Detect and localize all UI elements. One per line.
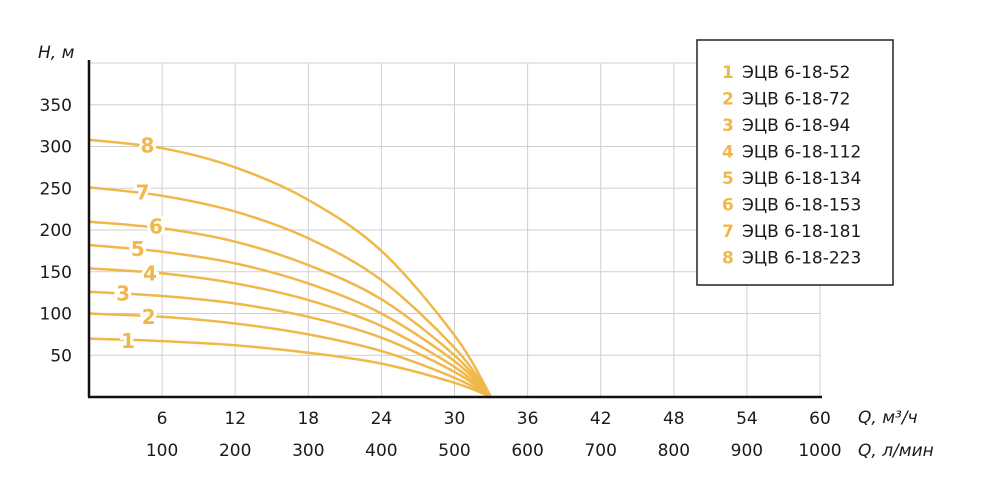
axes: [87, 60, 822, 399]
legend-entry: ЭЦВ 6-18-112: [742, 143, 861, 163]
x-tick-label: 42: [590, 409, 612, 429]
legend-entry: ЭЦВ 6-18-134: [742, 169, 861, 189]
curve-label-3: 3: [116, 281, 130, 305]
x-tick-label: 30: [444, 409, 466, 429]
curve-label-5: 5: [131, 237, 145, 261]
curves: [87, 138, 493, 399]
curve-3: [87, 290, 493, 399]
legend-entry: ЭЦВ 6-18-181: [742, 222, 861, 242]
x2-tick-label: 900: [731, 441, 763, 461]
legend-number: 3: [722, 116, 734, 136]
legend-entry: ЭЦВ 6-18-153: [742, 196, 861, 216]
curve-1: [87, 337, 493, 399]
legend-number: 5: [722, 169, 734, 189]
legend-number: 6: [722, 196, 734, 216]
legend-number: 1: [722, 63, 734, 83]
y-tick-label: 350: [40, 96, 72, 116]
legend-number: 8: [722, 249, 734, 269]
legend-number: 7: [722, 222, 734, 242]
x2-tick-label: 1000: [798, 441, 841, 461]
curve-8: [87, 138, 493, 399]
y-tick-label: 200: [40, 221, 72, 241]
y-tick-label: 250: [40, 179, 72, 199]
x-tick-label: 60: [809, 409, 831, 429]
x-tick-label: 36: [517, 409, 539, 429]
legend-entry: ЭЦВ 6-18-94: [742, 116, 850, 136]
x-tick-label: 48: [663, 409, 685, 429]
y-tick-label: 50: [50, 346, 72, 366]
legend-entry: ЭЦВ 6-18-223: [742, 249, 861, 269]
curve-label-2: 2: [142, 305, 156, 329]
curve-7: [87, 186, 493, 399]
y-tick-label: 150: [40, 263, 72, 283]
y-tick-label: 100: [40, 305, 72, 325]
x2-tick-label: 200: [219, 441, 251, 461]
x-axis-label-secondary: Q, л/мин: [858, 441, 934, 461]
y-tick-label: 300: [40, 138, 72, 158]
x2-tick-label: 400: [365, 441, 397, 461]
curve-6: [87, 220, 493, 399]
legend-box: [696, 39, 894, 286]
x2-tick-label: 100: [146, 441, 178, 461]
x2-tick-label: 600: [511, 441, 543, 461]
curve-5: [87, 243, 493, 399]
x2-tick-label: 800: [658, 441, 690, 461]
curve-label-4: 4: [143, 261, 157, 285]
curve-label-1: 1: [121, 329, 135, 353]
curve-4: [87, 267, 493, 399]
legend-number: 2: [722, 90, 734, 110]
legend-number: 4: [722, 143, 734, 163]
legend-entry: ЭЦВ 6-18-72: [742, 90, 850, 110]
legend: 1 ЭЦВ 6-18-52 2 ЭЦВ 6-18-72 3 ЭЦВ 6-18-94 4 ЭЦВ…: [696, 39, 894, 286]
curve-label-7: 7: [136, 180, 150, 204]
x-tick-label: 6: [157, 409, 168, 429]
x2-tick-label: 700: [584, 441, 616, 461]
x-tick-label: 18: [297, 409, 319, 429]
curve-label-6: 6: [149, 215, 163, 239]
x-tick-label: 54: [736, 409, 758, 429]
x2-tick-label: 300: [292, 441, 324, 461]
x-axis-label: Q, м³/ч: [858, 408, 918, 428]
x2-tick-label: 500: [438, 441, 470, 461]
x-tick-label: 12: [224, 409, 246, 429]
y-axis-label: H, м: [38, 43, 75, 63]
curve-label-8: 8: [141, 134, 155, 158]
x-tick-label: 24: [371, 409, 393, 429]
legend-entry: ЭЦВ 6-18-52: [742, 63, 850, 83]
curve-2: [87, 312, 493, 399]
